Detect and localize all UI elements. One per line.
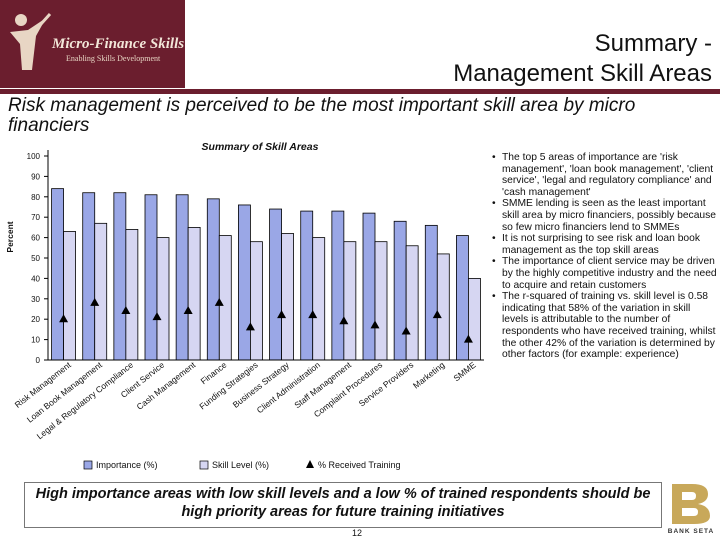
bullet-item: The r-squared of training vs. skill leve… (490, 291, 718, 361)
training-marker (90, 297, 100, 306)
bullet-item: SMME lending is seen as the least import… (490, 198, 718, 233)
training-marker (214, 297, 224, 306)
logo-person-icon (10, 12, 52, 70)
slide-subtitle: Risk management is perceived to be the m… (8, 95, 636, 136)
importance-bar (113, 192, 127, 361)
skill-level-bar (468, 277, 481, 361)
importance-bar (82, 192, 96, 361)
x-category-label: Cash Management (135, 359, 198, 411)
training-marker (432, 310, 442, 319)
skill-level-bar (374, 241, 388, 361)
legend-swatch-training (306, 460, 314, 468)
skill-level-bar (218, 235, 232, 361)
logo-subtitle: Enabling Skills Development (66, 54, 161, 63)
training-marker (463, 334, 473, 343)
training-marker (277, 310, 287, 319)
bullet-item: The importance of client service may be … (490, 256, 718, 291)
bank-seta-logo: BANK SETA (664, 480, 718, 536)
y-tick-label: 100 (27, 152, 41, 161)
y-tick-label: 0 (36, 356, 41, 365)
skill-level-bar (405, 245, 419, 361)
skill-level-bar (436, 253, 450, 361)
legend-label-skill: Skill Level (%) (212, 460, 269, 470)
skill-level-bar (281, 233, 294, 361)
importance-bar (362, 212, 376, 361)
training-marker (59, 314, 69, 323)
bullet-item: It is not surprising to see risk and loa… (490, 233, 718, 256)
legend-swatch-importance (83, 460, 93, 470)
y-tick-label: 50 (31, 254, 40, 263)
training-marker (339, 316, 349, 325)
importance-bar (238, 204, 251, 361)
training-marker (401, 326, 411, 335)
y-tick-label: 80 (31, 193, 40, 202)
training-marker (121, 306, 131, 315)
importance-bar (393, 220, 407, 361)
chart-title: Summary of Skill Areas (202, 141, 319, 153)
importance-bar (269, 208, 282, 361)
y-tick-label: 10 (31, 336, 40, 345)
logo: Micro-Finance Skills Project Enabling Sk… (0, 0, 232, 88)
y-tick-label: 40 (31, 274, 40, 283)
y-tick-label: 70 (31, 213, 40, 222)
skill-level-bar (63, 231, 76, 361)
y-tick-label: 20 (31, 315, 40, 324)
skill-level-bar (156, 237, 170, 361)
importance-bar (424, 224, 438, 361)
importance-bar (144, 194, 158, 361)
chart-legend: Importance (%) Skill Level (%) % Received … (83, 460, 401, 470)
skill-level-bar (125, 229, 139, 361)
header: Micro-Finance Skills Project Enabling Sk… (0, 0, 720, 90)
training-marker (370, 320, 380, 329)
page-title-line1: Summary - (594, 30, 712, 57)
legend-label-importance: Importance (%) (96, 460, 158, 470)
training-marker (245, 322, 255, 331)
y-axis-label: Percent (5, 221, 15, 252)
conclusion-text: High importance areas with low skill lev… (35, 486, 651, 520)
importance-bar (206, 198, 220, 361)
header-title-area: Summary - Management Skill Areas (185, 0, 720, 88)
skill-level-bar (312, 237, 326, 361)
skill-level-bar (94, 222, 108, 361)
importance-bar (175, 194, 189, 361)
x-category-label: Service Providers (357, 360, 416, 409)
legend-label-training: % Received Training (318, 460, 401, 470)
skill-areas-chart: Summary of Skill Areas Percent 0 10 20 30 40… (5, 141, 484, 470)
skill-level-bar (343, 241, 357, 361)
y-tick-label: 30 (31, 295, 40, 304)
legend-swatch-skill (199, 460, 209, 470)
conclusion-box: High importance areas with low skill lev… (24, 482, 662, 528)
importance-bar (331, 210, 345, 361)
skill-level-bar (187, 227, 201, 361)
header-rule (0, 89, 720, 94)
y-tick-label: 90 (31, 172, 40, 181)
page-number: 12 (352, 528, 363, 538)
x-category-label: Marketing (411, 360, 447, 391)
page-title-line2: Management Skill Areas (453, 60, 712, 87)
training-marker (152, 312, 162, 321)
training-marker (183, 306, 193, 315)
importance-bar (300, 210, 314, 361)
importance-bar (51, 188, 64, 361)
bank-logo-text: BANK SETA (668, 528, 714, 535)
x-category-label: SMME (451, 359, 478, 383)
bullet-item: The top 5 areas of importance are 'risk … (490, 152, 718, 198)
insight-bullets: The top 5 areas of importance are 'risk … (490, 152, 718, 361)
skill-level-bar (250, 241, 263, 361)
training-marker (308, 310, 318, 319)
y-tick-label: 60 (31, 234, 40, 243)
